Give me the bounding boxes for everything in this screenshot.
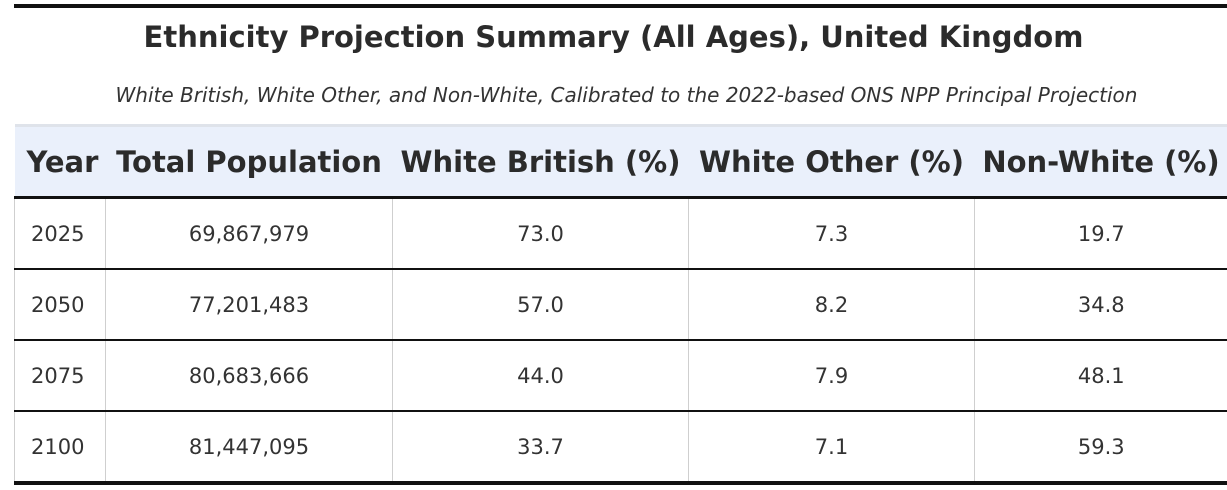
top-rule bbox=[14, 4, 1227, 8]
table-row: 2025 69,867,979 73.0 7.3 19.7 bbox=[14, 197, 1227, 270]
cell-white-other: 7.1 bbox=[688, 411, 975, 485]
cell-year: 2025 bbox=[14, 197, 106, 270]
column-header-year: Year bbox=[14, 124, 106, 199]
cell-white-other: 7.9 bbox=[688, 340, 975, 412]
table-row: 2050 77,201,483 57.0 8.2 34.8 bbox=[14, 269, 1227, 341]
table-title: Ethnicity Projection Summary (All Ages),… bbox=[143, 20, 1084, 54]
table-row: 2075 80,683,666 44.0 7.9 48.1 bbox=[14, 340, 1227, 412]
cell-year: 2100 bbox=[14, 411, 106, 485]
cell-total-population: 77,201,483 bbox=[105, 269, 393, 341]
table-row: 2100 81,447,095 33.7 7.1 59.3 bbox=[14, 411, 1227, 485]
cell-white-british: 73.0 bbox=[392, 197, 689, 270]
header-row: Year Total Population White British (%) … bbox=[14, 124, 1227, 199]
cell-white-british: 57.0 bbox=[392, 269, 689, 341]
cell-white-british: 33.7 bbox=[392, 411, 689, 485]
cell-non-white: 59.3 bbox=[974, 411, 1227, 485]
cell-year: 2050 bbox=[14, 269, 106, 341]
cell-total-population: 69,867,979 bbox=[105, 197, 393, 270]
table-subtitle: White British, White Other, and Non-Whit… bbox=[115, 83, 1138, 107]
cell-white-other: 7.3 bbox=[688, 197, 975, 270]
projection-table: Year Total Population White British (%) … bbox=[14, 124, 1227, 485]
cell-white-other: 8.2 bbox=[688, 269, 975, 341]
cell-non-white: 19.7 bbox=[974, 197, 1227, 270]
cell-total-population: 81,447,095 bbox=[105, 411, 393, 485]
column-header-white-british: White British (%) bbox=[392, 124, 689, 199]
cell-non-white: 34.8 bbox=[974, 269, 1227, 341]
cell-white-british: 44.0 bbox=[392, 340, 689, 412]
cell-total-population: 80,683,666 bbox=[105, 340, 393, 412]
column-header-non-white: Non-White (%) bbox=[974, 124, 1227, 199]
cell-year: 2075 bbox=[14, 340, 106, 412]
column-header-total-population: Total Population bbox=[105, 124, 393, 199]
column-header-white-other: White Other (%) bbox=[688, 124, 975, 199]
cell-non-white: 48.1 bbox=[974, 340, 1227, 412]
